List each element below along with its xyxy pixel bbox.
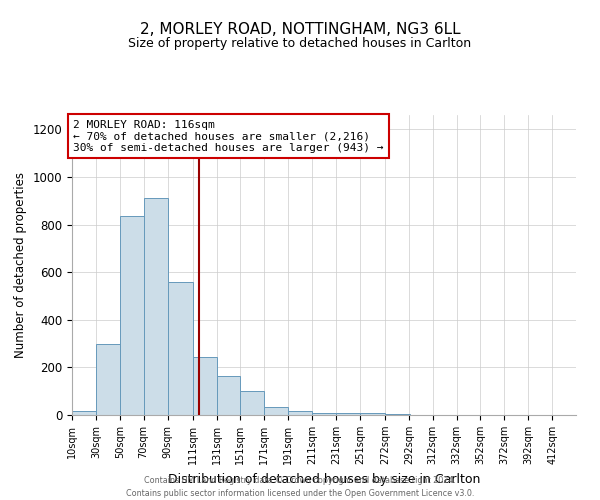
Bar: [167, 282, 193, 415]
Bar: [143, 198, 167, 415]
Bar: [217, 376, 241, 415]
Bar: [288, 412, 312, 415]
Bar: [264, 406, 288, 415]
Bar: [336, 413, 360, 415]
Text: Contains HM Land Registry data © Crown copyright and database right 2024.
Contai: Contains HM Land Registry data © Crown c…: [126, 476, 474, 498]
Bar: [385, 414, 410, 415]
Bar: [312, 412, 336, 415]
Bar: [360, 412, 385, 415]
Text: 2 MORLEY ROAD: 116sqm
← 70% of detached houses are smaller (2,216)
30% of semi-d: 2 MORLEY ROAD: 116sqm ← 70% of detached …: [73, 120, 383, 152]
Bar: [120, 216, 143, 415]
Bar: [72, 410, 96, 415]
Bar: [241, 391, 264, 415]
Bar: [96, 344, 120, 415]
Bar: [193, 357, 217, 415]
X-axis label: Distribution of detached houses by size in Carlton: Distribution of detached houses by size …: [168, 472, 480, 486]
Y-axis label: Number of detached properties: Number of detached properties: [14, 172, 27, 358]
Text: Size of property relative to detached houses in Carlton: Size of property relative to detached ho…: [128, 38, 472, 51]
Text: 2, MORLEY ROAD, NOTTINGHAM, NG3 6LL: 2, MORLEY ROAD, NOTTINGHAM, NG3 6LL: [140, 22, 460, 38]
